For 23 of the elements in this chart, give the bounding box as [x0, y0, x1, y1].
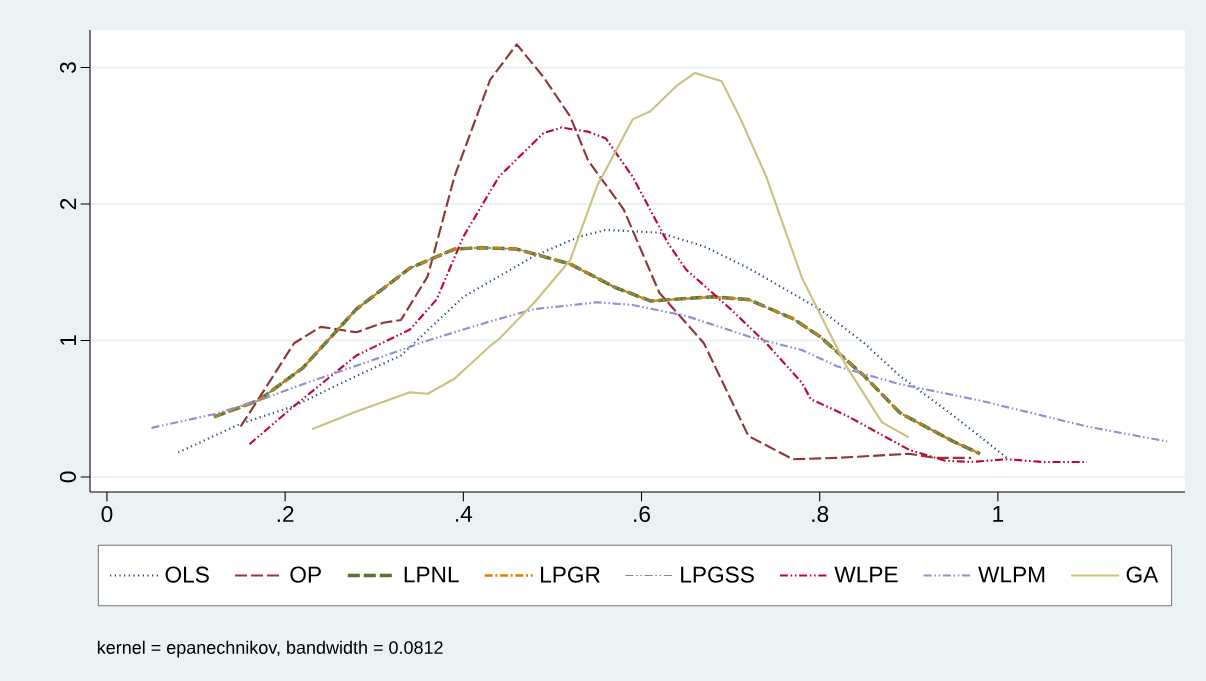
legend-label: OLS [165, 566, 209, 583]
legend-label: LPNL [404, 566, 459, 583]
y-tick-label: 3 [59, 62, 76, 73]
legend-label: LPGSS [681, 566, 754, 583]
x-tick-label: .6 [634, 506, 650, 523]
text: kernel = epanechnikov, bandwidth = 0.0812 [97, 640, 443, 658]
line-series [150, 301, 1169, 443]
legend-label: OP [290, 566, 321, 583]
x-tick-label: 1 [993, 506, 1004, 522]
legend-label: WLPM [978, 566, 1045, 583]
legend-label: LPGR [541, 566, 600, 583]
y-tick-label: 0 [59, 471, 76, 483]
line-series [177, 228, 1008, 459]
y-tick-label: 1 [60, 335, 76, 346]
legend-label: WLPE [834, 566, 898, 583]
line-series [310, 71, 910, 439]
line-series [239, 43, 973, 461]
x-tick-label: 0 [101, 506, 113, 523]
x-tick-label: .8 [812, 506, 829, 523]
x-tick-label: .4 [455, 506, 473, 522]
y-tick-label: 2 [60, 198, 76, 210]
x-tick-label: .2 [277, 506, 294, 522]
legend-label: GA [1126, 566, 1159, 583]
